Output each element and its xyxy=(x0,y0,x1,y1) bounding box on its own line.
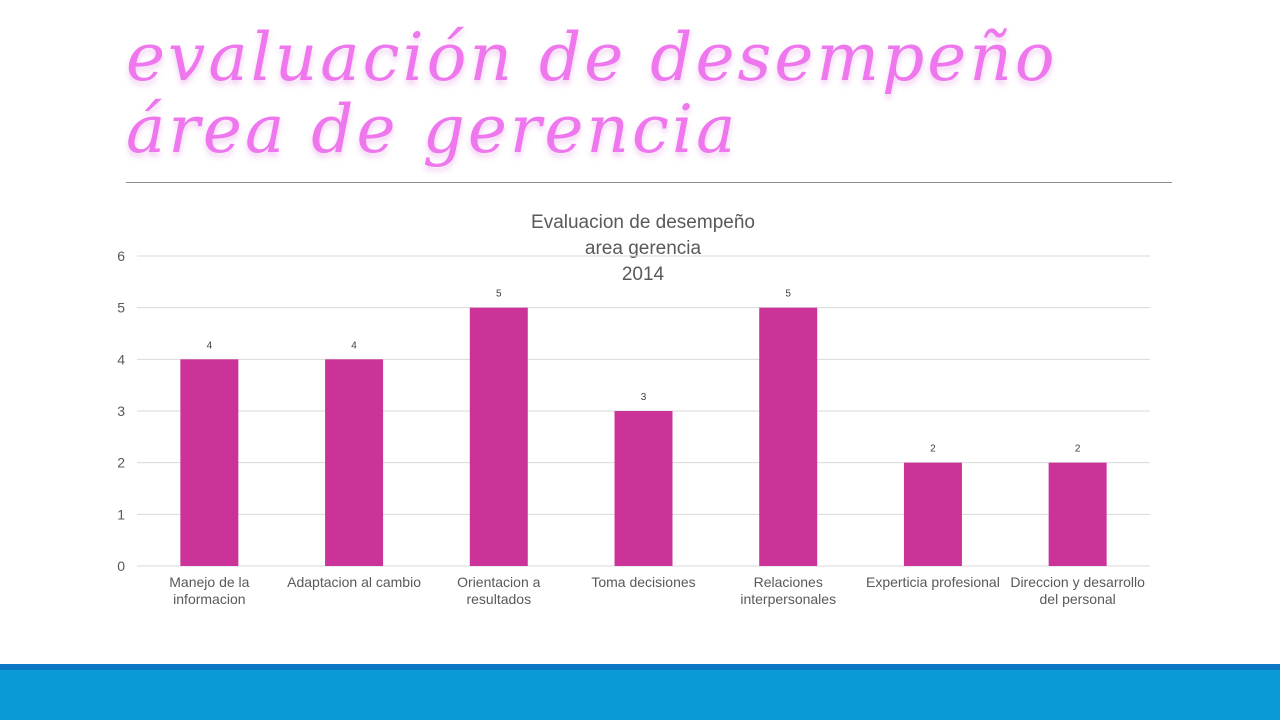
y-tick-label: 3 xyxy=(117,403,125,419)
x-tick-label: Adaptacion al cambio xyxy=(287,574,421,590)
x-tick-label: Orientacion a xyxy=(457,574,540,590)
data-label: 5 xyxy=(785,289,791,300)
y-tick-label: 4 xyxy=(117,351,125,367)
bar xyxy=(903,462,962,566)
bar xyxy=(180,359,239,566)
chart-bars xyxy=(180,307,1107,566)
bar xyxy=(469,307,528,566)
slide-title: evaluación de desempeño área de gerencia xyxy=(126,19,1058,168)
y-tick-label: 1 xyxy=(117,506,125,522)
data-label: 4 xyxy=(207,340,213,351)
chart-title-line: Evaluacion de desempeño xyxy=(531,212,755,233)
y-tick-label: 2 xyxy=(117,455,125,471)
bar xyxy=(759,307,818,566)
x-tick-label: Experticia profesional xyxy=(866,574,1000,590)
x-tick-label: del personal xyxy=(1040,591,1116,607)
y-tick-label: 0 xyxy=(117,558,125,574)
bar xyxy=(325,359,384,566)
x-tick-label: interpersonales xyxy=(740,591,836,607)
x-tick-label: Direccion y desarrollo xyxy=(1010,574,1145,590)
data-labels: 4 4 5 3 5 2 2 xyxy=(207,289,1081,455)
x-tick-label: Manejo de la xyxy=(169,574,249,590)
chart-title-line: 2014 xyxy=(622,264,665,285)
data-label: 4 xyxy=(351,340,357,351)
bar xyxy=(1048,462,1107,566)
data-label: 5 xyxy=(496,289,502,300)
y-tick-label: 6 xyxy=(117,248,125,264)
chart-title-line: area gerencia xyxy=(585,238,702,259)
y-axis: 0 1 2 3 4 5 6 xyxy=(117,248,125,574)
y-tick-label: 5 xyxy=(117,300,125,316)
x-tick-label: Relaciones xyxy=(754,574,823,590)
footer-band xyxy=(0,664,1280,720)
data-label: 2 xyxy=(1075,444,1081,455)
chart-title: Evaluacion de desempeño area gerencia 2014 xyxy=(531,212,755,285)
bar xyxy=(614,411,673,566)
x-tick-label: informacion xyxy=(173,591,245,607)
x-tick-label: resultados xyxy=(466,591,531,607)
title-divider xyxy=(126,182,1172,183)
data-label: 3 xyxy=(641,392,647,403)
x-tick-label: Toma decisiones xyxy=(591,574,695,590)
data-label: 2 xyxy=(930,444,936,455)
